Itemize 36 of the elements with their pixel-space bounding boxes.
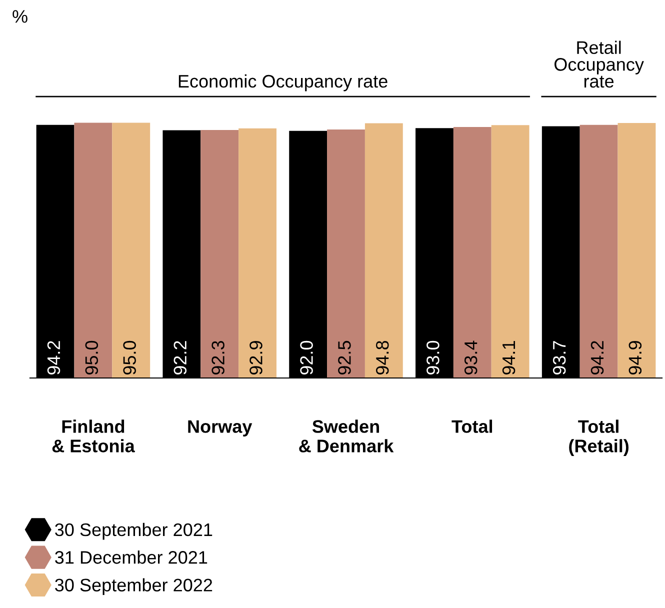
data-label: 92.9 [250, 341, 262, 374]
data-label: 95.0 [123, 340, 136, 374]
legend-label: 30 September 2022 [55, 578, 212, 596]
data-label: 94.2 [590, 341, 604, 374]
data-label: 93.0 [426, 340, 440, 374]
text: Retail Occupancy rate [554, 40, 644, 88]
data-label: 95.0 [85, 340, 98, 374]
data-label: 92.3 [212, 340, 224, 374]
bar [618, 123, 656, 378]
bar [238, 128, 276, 378]
bar [491, 125, 530, 378]
bar [580, 124, 618, 378]
data-label: 92.2 [174, 341, 187, 374]
x-tick-label: Finland & Estonia [52, 420, 135, 452]
data-label: 93.4 [464, 340, 478, 374]
text: % [12, 10, 28, 23]
bar [327, 129, 365, 378]
data-label: 94.8 [376, 340, 389, 374]
data-label: 93.7 [552, 341, 566, 374]
data-label: 94.1 [502, 341, 516, 374]
data-label: 92.0 [300, 340, 313, 374]
data-label: 94.9 [628, 341, 642, 374]
data-label: 92.5 [338, 340, 351, 374]
bar [453, 127, 492, 378]
bar [112, 122, 150, 378]
text: Economic Occupancy rate [178, 74, 388, 92]
x-tick-label: Total (Retail) [569, 420, 628, 456]
x-tick-label: Norway [188, 420, 252, 436]
bar [74, 122, 112, 378]
data-label: 94.2 [47, 341, 60, 374]
bar [364, 123, 403, 378]
x-tick-label: Sweden & Denmark [299, 420, 394, 452]
legend-label: 30 September 2021 [55, 522, 212, 540]
bar [200, 130, 239, 378]
x-tick-label: Total [452, 420, 492, 433]
legend-label: 31 December 2021 [55, 550, 208, 564]
